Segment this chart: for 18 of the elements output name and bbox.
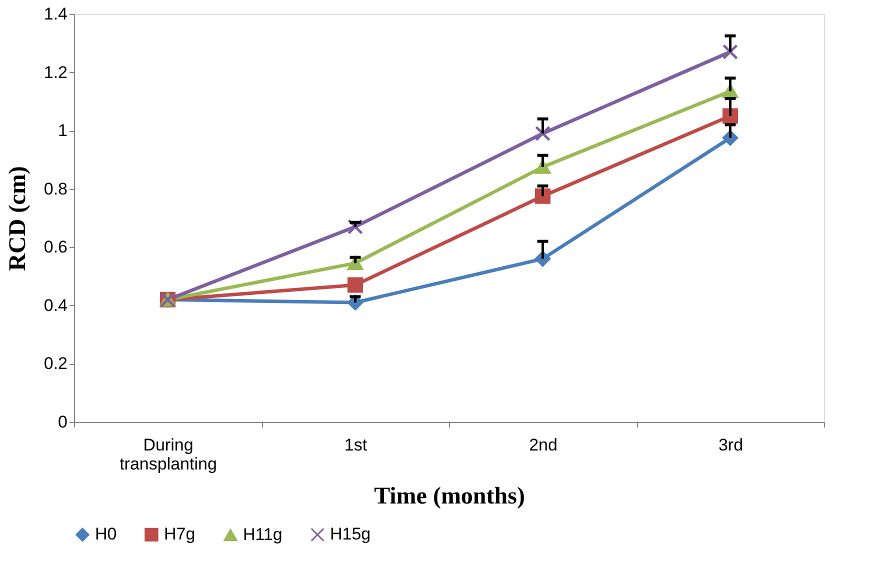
x-tick-label: During transplanting bbox=[120, 436, 217, 474]
x-tick-label: 1st bbox=[344, 436, 368, 454]
y-tick-label: 0 bbox=[58, 412, 68, 432]
x-axis-title: Time (months) bbox=[374, 484, 525, 510]
y-tick-label: 1 bbox=[58, 121, 68, 140]
legend-label: H11g bbox=[243, 525, 282, 544]
y-tick-label: 1.4 bbox=[44, 4, 68, 24]
x-tick-label: 3rd bbox=[718, 436, 744, 454]
y-tick-label: 0.4 bbox=[44, 296, 68, 315]
legend-label: H7g bbox=[164, 524, 196, 544]
y-tick-label: 0.8 bbox=[44, 179, 68, 198]
y-tick-label: 0.2 bbox=[44, 354, 68, 374]
y-tick-label: 1.2 bbox=[44, 62, 68, 82]
y-tick-label: 0.6 bbox=[44, 238, 68, 257]
legend-label: H15g bbox=[330, 524, 371, 544]
x-tick-label: 2nd bbox=[529, 436, 558, 454]
y-axis-title: RCD (cm) bbox=[4, 166, 31, 271]
legend-label: H0 bbox=[95, 524, 117, 544]
